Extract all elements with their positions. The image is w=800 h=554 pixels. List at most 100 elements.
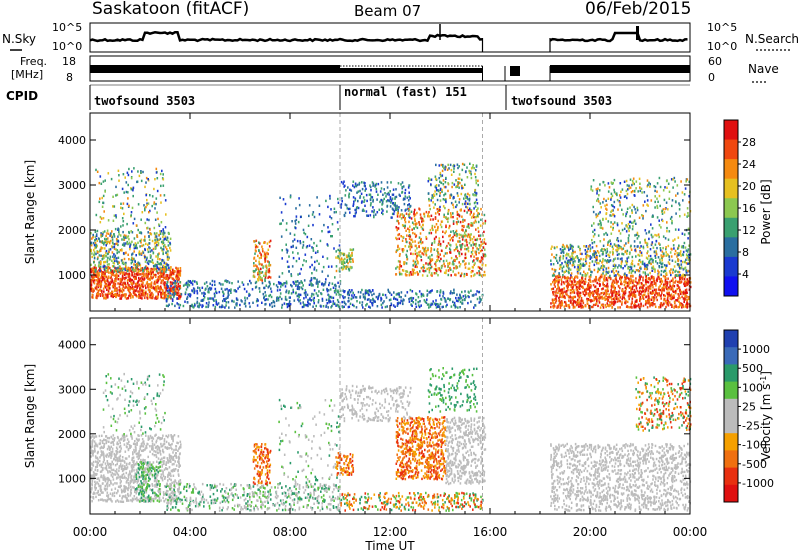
range-cell (642, 286, 644, 290)
range-cell (462, 218, 464, 222)
range-cell (632, 279, 635, 282)
range-cell (164, 235, 167, 238)
range-cell (313, 276, 315, 280)
range-cell (310, 299, 312, 302)
range-cell (552, 291, 555, 294)
range-cell (133, 167, 135, 170)
range-cell (119, 272, 122, 275)
range-cell (301, 281, 303, 284)
range-cell (347, 292, 350, 296)
range-cell (558, 299, 561, 302)
range-cell (575, 288, 578, 291)
range-cell (626, 281, 629, 285)
range-cell (572, 297, 574, 300)
range-cell (339, 258, 341, 262)
range-cell (340, 293, 342, 297)
range-cell (261, 277, 263, 280)
range-cell (561, 290, 563, 294)
range-cell (289, 303, 292, 306)
range-cell (137, 295, 140, 298)
range-cell (141, 297, 143, 300)
range-cell (137, 268, 140, 271)
range-cell (265, 298, 268, 301)
range-cell (580, 299, 583, 302)
range-cell (198, 286, 201, 290)
range-cell (375, 187, 378, 191)
range-cell (207, 305, 209, 309)
range-cell (680, 304, 683, 307)
range-cell (395, 267, 397, 270)
range-cell (118, 270, 120, 274)
range-cell (179, 281, 181, 284)
range-cell (99, 197, 101, 200)
range-cell (429, 266, 432, 270)
range-cell (161, 275, 164, 279)
range-cell (417, 254, 420, 257)
range-cell (196, 297, 199, 300)
range-cell (450, 256, 453, 260)
range-cell (153, 280, 156, 283)
range-cell (408, 195, 411, 198)
range-cell (167, 250, 169, 253)
range-cell (397, 244, 399, 248)
range-cell (146, 203, 148, 207)
range-cell (109, 255, 112, 258)
range-cell (649, 284, 651, 288)
range-cell (164, 277, 167, 280)
range-cell (295, 283, 297, 286)
range-cell (389, 197, 392, 201)
range-cell (414, 252, 417, 256)
range-cell (679, 303, 681, 307)
range-cell (389, 291, 391, 295)
range-cell (241, 300, 243, 303)
range-cell (483, 248, 486, 251)
range-cell (359, 196, 361, 199)
range-cell (133, 245, 136, 248)
range-cell (165, 293, 168, 297)
range-cell (411, 228, 413, 231)
range-cell (574, 275, 577, 278)
range-cell (410, 210, 413, 213)
range-cell (615, 291, 618, 294)
range-cell (295, 207, 297, 210)
range-cell (311, 292, 313, 296)
range-cell (348, 194, 350, 197)
range-cell (95, 279, 97, 282)
range-cell (364, 297, 366, 300)
range-cell (98, 274, 100, 277)
range-cell (112, 255, 114, 258)
range-cell (430, 214, 433, 217)
range-cell (160, 281, 162, 285)
range-cell (570, 288, 573, 292)
range-cell (224, 298, 226, 301)
range-cell (688, 305, 691, 308)
range-cell (670, 293, 673, 296)
range-cell (228, 306, 230, 309)
range-cell (90, 279, 93, 282)
range-cell (373, 209, 375, 212)
range-cell (439, 199, 442, 202)
range-cell (564, 290, 566, 293)
range-cell (472, 241, 474, 244)
range-cell (177, 282, 180, 286)
range-cell (260, 256, 262, 259)
range-cell (213, 292, 216, 295)
range-cell (580, 306, 582, 309)
range-cell (222, 299, 224, 303)
range-cell (394, 196, 397, 199)
range-cell (146, 275, 149, 278)
range-cell (582, 279, 585, 283)
range-cell (454, 200, 457, 203)
range-cell (422, 269, 424, 272)
range-cell (150, 271, 153, 274)
range-cell (432, 201, 434, 204)
range-cell (678, 294, 680, 298)
range-cell (191, 289, 193, 292)
range-cell (107, 292, 109, 295)
range-cell (662, 288, 664, 291)
range-cell (119, 234, 122, 237)
range-cell (473, 194, 475, 197)
range-cell (116, 287, 118, 290)
range-cell (103, 296, 106, 299)
range-cell (381, 211, 383, 214)
